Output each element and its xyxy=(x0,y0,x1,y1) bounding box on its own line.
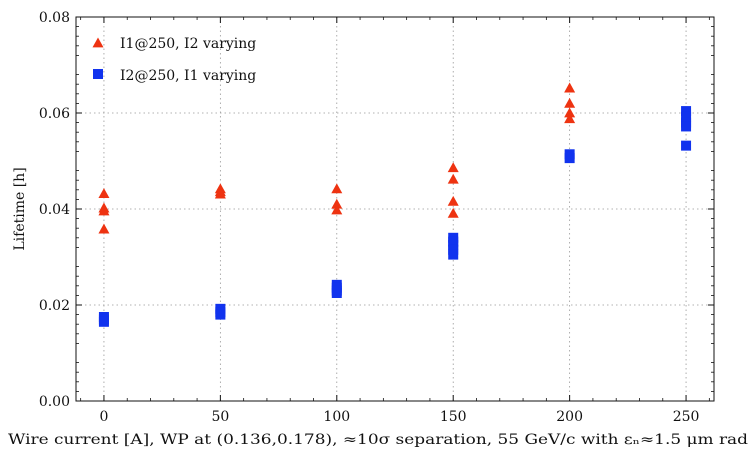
x-tick-label: 0 xyxy=(99,409,108,425)
data-point-series-2 xyxy=(448,249,459,260)
legend-entry-series-1: I1@250, I2 varying xyxy=(120,36,256,52)
y-tick-label: 0.04 xyxy=(39,202,70,218)
data-point-series-1 xyxy=(98,223,110,234)
legend-marker-triangle xyxy=(92,37,104,48)
x-tick-label: 250 xyxy=(673,409,700,425)
y-tick-label: 0.02 xyxy=(39,298,70,314)
y-tick-label: 0.00 xyxy=(39,394,70,410)
data-point-series-1 xyxy=(98,188,110,199)
data-point-series-2 xyxy=(681,106,692,117)
data-point-series-1 xyxy=(331,204,343,215)
data-point-series-2 xyxy=(215,309,226,320)
legend-entry-series-2: I2@250, I1 varying xyxy=(120,68,256,84)
data-points xyxy=(98,82,692,327)
y-tick-label: 0.06 xyxy=(39,106,70,122)
x-tick-label: 50 xyxy=(211,409,229,425)
x-tick-label: 200 xyxy=(556,409,583,425)
data-point-series-1 xyxy=(447,195,459,206)
data-point-series-1 xyxy=(564,97,576,108)
data-point-series-1 xyxy=(564,107,576,118)
legend: I1@250, I2 varying I2@250, I1 varying xyxy=(92,36,256,84)
data-point-series-1 xyxy=(564,82,576,93)
legend-marker-square xyxy=(93,69,103,79)
data-point-series-1 xyxy=(331,198,343,209)
data-point-series-1 xyxy=(214,188,226,199)
data-point-series-2 xyxy=(331,288,342,298)
data-point-series-1 xyxy=(447,162,459,173)
x-tick-label: 150 xyxy=(440,409,467,425)
y-tick-label: 0.08 xyxy=(39,10,70,26)
axis-ticks: 0 50 100 150 200 250 0.00 0.02 0.04 0.06 0.08 xyxy=(39,10,714,425)
data-point-series-1 xyxy=(447,207,459,218)
grid-lines xyxy=(76,17,714,401)
data-point-series-1 xyxy=(564,113,576,124)
data-point-series-2 xyxy=(98,316,109,327)
data-point-series-2 xyxy=(681,121,692,132)
data-point-series-2 xyxy=(681,140,692,151)
x-tick-label: 100 xyxy=(323,409,350,425)
data-point-series-2 xyxy=(681,111,692,122)
data-point-series-1 xyxy=(331,183,343,194)
data-point-series-2 xyxy=(564,153,575,164)
y-axis-label: Lifetime [h] xyxy=(12,167,28,250)
data-point-series-1 xyxy=(98,205,110,216)
x-axis-label: Wire current [A], WP at (0.136,0.178), ≈… xyxy=(8,432,748,448)
data-point-series-1 xyxy=(447,173,459,184)
